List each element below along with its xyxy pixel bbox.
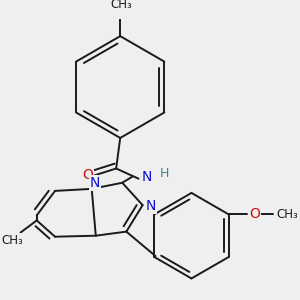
Text: H: H — [159, 167, 169, 180]
Text: CH₃: CH₃ — [110, 0, 132, 11]
Text: N: N — [146, 199, 156, 213]
Text: CH₃: CH₃ — [2, 234, 23, 247]
Text: CH₃: CH₃ — [277, 208, 298, 221]
Text: O: O — [82, 168, 93, 182]
Text: O: O — [249, 207, 260, 221]
Text: N: N — [90, 176, 100, 190]
Text: N: N — [142, 169, 152, 184]
